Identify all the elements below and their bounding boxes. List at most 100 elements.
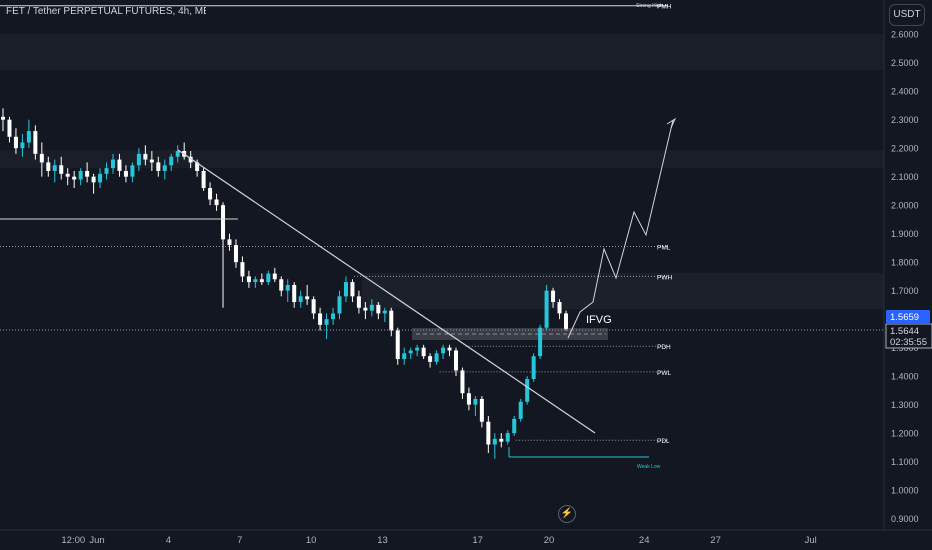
crosshair-price-box <box>885 323 932 349</box>
y-tick-label: 1.1000 <box>891 457 919 467</box>
candle-body <box>551 290 556 303</box>
candle-body <box>356 296 361 308</box>
candle-body <box>518 401 523 419</box>
candle-body <box>59 165 64 174</box>
y-tick-label: 1.2000 <box>891 429 919 439</box>
current-price-box <box>886 310 930 323</box>
candle-body <box>311 299 316 314</box>
candle-body <box>272 273 277 280</box>
candle-countdown: 02:35:55 <box>890 337 927 348</box>
candle-body <box>318 313 323 325</box>
level-label-pdh: PDH <box>657 344 671 351</box>
candle-body <box>402 353 407 360</box>
candle-body <box>259 279 264 283</box>
x-tick-label: Jun <box>89 535 104 546</box>
candle-body <box>214 199 219 206</box>
candle-body <box>279 279 284 291</box>
candle-body <box>376 304 381 314</box>
candle-body <box>156 162 161 171</box>
candle-body <box>33 131 38 154</box>
candle-body <box>26 131 31 143</box>
candle-body <box>492 438 497 445</box>
candle-body <box>479 398 484 422</box>
x-tick-label: Jul <box>805 535 817 546</box>
candle-body <box>298 296 303 303</box>
candle-body <box>428 356 433 362</box>
candle-body <box>337 296 342 314</box>
candle-body <box>266 273 271 283</box>
candles <box>0 108 569 459</box>
y-tick-label: 1.3000 <box>891 400 919 410</box>
candle-body <box>305 296 310 300</box>
time-axis[interactable]: 12:00 Jun 4 7 10 13 17 20 24 27 Jul <box>61 535 816 546</box>
candle-body <box>473 398 478 405</box>
zone-top <box>0 34 884 70</box>
candle-body <box>246 276 251 283</box>
x-tick-label: 24 <box>639 535 650 546</box>
candle-body <box>382 310 387 314</box>
candle-body <box>292 284 297 303</box>
x-tick-label: 27 <box>710 535 721 546</box>
candle-body <box>369 304 374 311</box>
y-tick-label: 2.3000 <box>891 115 919 125</box>
price-zones <box>0 34 884 340</box>
x-tick-label: 10 <box>306 535 317 546</box>
projection-path[interactable] <box>567 119 674 339</box>
currency-button[interactable]: USDT <box>889 4 925 26</box>
candle-body <box>434 353 439 362</box>
crosshair-price-value: 1.5644 <box>890 326 919 337</box>
chart-title: FET / Tether PERPETUAL FUTURES, 4h, MEXC <box>6 6 206 17</box>
y-tick-label: 2.0000 <box>891 201 919 211</box>
strong-high-label: Strong High <box>636 3 663 9</box>
candle-body <box>544 290 549 328</box>
candle-body <box>175 151 180 157</box>
candle-body <box>85 170 90 177</box>
candle-body <box>324 319 329 325</box>
y-tick-label: 2.1000 <box>891 172 919 182</box>
x-tick-label: 13 <box>377 535 388 546</box>
candle-body <box>421 347 426 357</box>
candle-body <box>20 142 25 149</box>
trendline[interactable] <box>177 149 596 434</box>
weak-low-label: Weak Low <box>637 464 661 470</box>
candle-body <box>285 284 290 291</box>
candle-body <box>65 173 70 177</box>
candle-body <box>0 116 6 120</box>
candle-body <box>363 307 368 311</box>
candle-body <box>143 153 148 160</box>
y-tick-label: 2.6000 <box>891 30 919 40</box>
candle-body <box>39 153 44 163</box>
y-tick-label: 1.4000 <box>891 372 919 382</box>
candle-body <box>531 356 536 379</box>
y-tick-label: 1.8000 <box>891 258 919 268</box>
candle-body <box>453 350 458 371</box>
x-tick-label: 4 <box>166 535 171 546</box>
level-label-pmh: PMH <box>657 4 672 11</box>
y-tick-label: 2.5000 <box>891 58 919 68</box>
candle-body <box>486 421 491 445</box>
candle-body <box>460 370 465 394</box>
candle-body <box>208 188 213 200</box>
y-tick-label: 1.7000 <box>891 286 919 296</box>
candle-body <box>104 168 109 174</box>
candle-body <box>7 119 12 137</box>
candle-body <box>123 170 128 177</box>
level-label-pwl: PWL <box>657 370 671 377</box>
y-tick-label: 1.0000 <box>891 486 919 496</box>
ifvg-label: IFVG <box>586 314 612 326</box>
candle-body <box>188 156 193 163</box>
candle-body <box>149 159 154 163</box>
candle-body <box>350 282 355 297</box>
candle-body <box>557 302 562 314</box>
zone-pwh <box>362 273 884 309</box>
candle-body <box>91 176 96 183</box>
lightning-icon[interactable]: ⚡ <box>558 505 576 523</box>
candle-body <box>117 159 122 171</box>
candle-body <box>563 313 569 329</box>
candle-body <box>72 176 77 180</box>
candle-body <box>221 205 226 240</box>
candle-body <box>136 153 141 166</box>
level-label-pml: PML <box>657 244 671 251</box>
candle-body <box>98 173 103 183</box>
